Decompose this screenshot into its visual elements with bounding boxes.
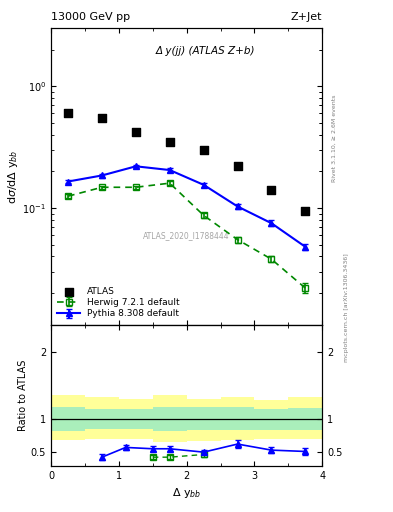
Y-axis label: d$\sigma$/d$\Delta$ y$_{bb}$: d$\sigma$/d$\Delta$ y$_{bb}$ — [6, 150, 20, 204]
Text: 13000 GeV pp: 13000 GeV pp — [51, 11, 130, 22]
ATLAS — [234, 162, 241, 170]
ATLAS — [65, 109, 71, 117]
ATLAS — [200, 146, 207, 154]
Text: Δ y(jj) (ATLAS Z+b): Δ y(jj) (ATLAS Z+b) — [156, 46, 255, 56]
ATLAS — [268, 186, 275, 194]
Legend: ATLAS, Herwig 7.2.1 default, Pythia 8.308 default: ATLAS, Herwig 7.2.1 default, Pythia 8.30… — [55, 285, 182, 320]
ATLAS — [133, 128, 139, 136]
ATLAS — [302, 207, 309, 215]
Y-axis label: Ratio to ATLAS: Ratio to ATLAS — [18, 359, 28, 431]
Text: mcplots.cern.ch [arXiv:1306.3436]: mcplots.cern.ch [arXiv:1306.3436] — [344, 253, 349, 361]
X-axis label: $\Delta$ y$_{bb}$: $\Delta$ y$_{bb}$ — [172, 486, 201, 500]
Text: Z+Jet: Z+Jet — [291, 11, 322, 22]
Text: ATLAS_2020_I1788444: ATLAS_2020_I1788444 — [143, 231, 230, 240]
ATLAS — [167, 138, 173, 146]
Text: Rivet 3.1.10, ≥ 2.6M events: Rivet 3.1.10, ≥ 2.6M events — [332, 95, 337, 182]
ATLAS — [99, 114, 105, 122]
